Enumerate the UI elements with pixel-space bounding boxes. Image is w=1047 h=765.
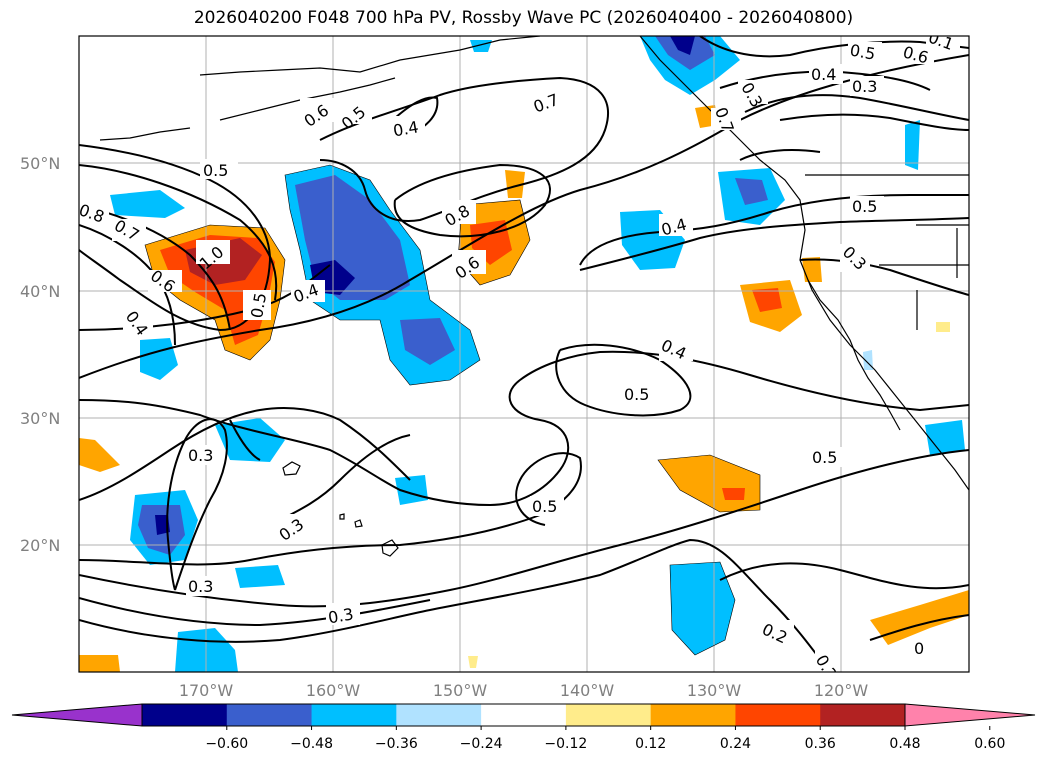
colorbar-tick-label: −0.24 bbox=[460, 736, 503, 752]
lat-tick-label: 30°N bbox=[20, 409, 60, 428]
longitude-labels: 170°W 160°W 150°W 140°W 130°W 120°W bbox=[179, 681, 869, 700]
colorbar-swatch bbox=[311, 704, 397, 726]
contour-label: 0.5 bbox=[812, 448, 837, 467]
lon-tick-label: 150°W bbox=[433, 681, 488, 700]
colorbar-tick-label: 0.24 bbox=[720, 736, 751, 752]
contour-label: 0.3 bbox=[188, 577, 213, 596]
lat-tick-label: 50°N bbox=[20, 154, 60, 173]
colorbar-tick-label: −0.36 bbox=[375, 736, 418, 752]
colorbar-tick-label: −0.48 bbox=[290, 736, 333, 752]
colorbar-swatch bbox=[650, 704, 736, 726]
lat-tick-label: 20°N bbox=[20, 536, 60, 555]
plot-frame bbox=[78, 35, 970, 673]
colorbar-swatch bbox=[735, 704, 821, 726]
colorbar-swatch bbox=[481, 704, 567, 726]
lon-tick-label: 130°W bbox=[687, 681, 742, 700]
contour-label: 0.5 bbox=[848, 41, 876, 64]
map-plot-area: 0.5 0.6 0.5 0.4 0.7 0.3 0.5 0.6 0.4 0.3 … bbox=[79, 36, 969, 672]
contour-label: 0.5 bbox=[203, 161, 228, 180]
contour-label: 0.3 bbox=[188, 446, 213, 465]
coastlines bbox=[99, 36, 969, 491]
contour-label: 0.3 bbox=[327, 604, 355, 627]
lon-tick-label: 170°W bbox=[179, 681, 234, 700]
contour-label: 0.3 bbox=[852, 77, 877, 96]
colorbar: −0.60 −0.48 −0.36 −0.24 −0.12 0.12 0.24 0.36 0.4… bbox=[11, 703, 1036, 752]
colorbar-tick-label: 0.48 bbox=[889, 736, 920, 752]
colorbar-tick-label: 0.36 bbox=[805, 736, 836, 752]
lon-tick-label: 140°W bbox=[560, 681, 615, 700]
colorbar-frame bbox=[141, 703, 906, 727]
lat-tick-label: 40°N bbox=[20, 282, 60, 301]
contour-labels: 0.5 0.6 0.5 0.4 0.7 0.3 0.5 0.6 0.4 0.3 … bbox=[79, 36, 960, 672]
colorbar-swatch bbox=[820, 704, 906, 726]
colorbar-extend-low bbox=[11, 703, 143, 727]
contour-label: 0.5 bbox=[852, 197, 877, 216]
hawaii-islands bbox=[282, 461, 399, 557]
map-title: 2026040200 F048 700 hPa PV, Rossby Wave … bbox=[193, 8, 854, 28]
colorbar-extend-high bbox=[904, 703, 1036, 727]
lon-tick-label: 120°W bbox=[814, 681, 869, 700]
contour-label: 0.5 bbox=[247, 291, 270, 319]
colorbar-swatch bbox=[142, 704, 228, 726]
colorbar-swatch bbox=[396, 704, 482, 726]
latitude-labels: 50°N 40°N 30°N 20°N bbox=[20, 154, 60, 555]
contour-label: 0.5 bbox=[532, 497, 557, 516]
colorbar-swatch bbox=[226, 704, 313, 726]
colorbar-tick-label: −0.60 bbox=[205, 736, 248, 752]
colorbar-tick-label: −0.12 bbox=[544, 736, 587, 752]
colorbar-tick-label: 0.12 bbox=[635, 736, 666, 752]
contour-label: 0.5 bbox=[624, 385, 649, 404]
contour-label: 0 bbox=[914, 639, 924, 658]
colorbar-swatch bbox=[565, 704, 652, 726]
colorbar-tick-label: 0.60 bbox=[974, 736, 1005, 752]
contour-label: 0.4 bbox=[392, 117, 420, 140]
contour-label: 0.4 bbox=[811, 65, 836, 84]
lon-tick-label: 160°W bbox=[306, 681, 361, 700]
